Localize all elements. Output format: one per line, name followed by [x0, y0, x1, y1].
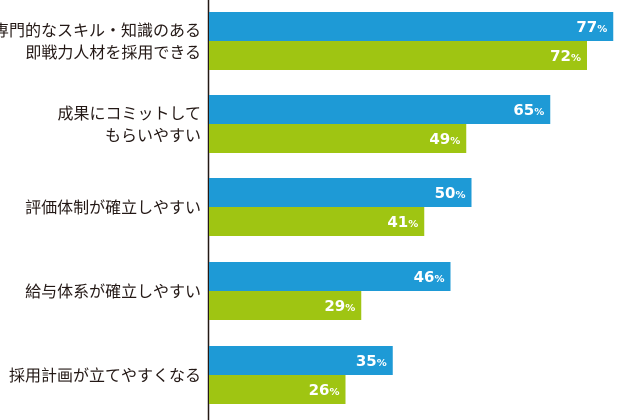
value-label: 77%: [576, 18, 607, 36]
category-label: 成果にコミットしてもらいやすい: [57, 104, 201, 145]
value-label: 46%: [414, 268, 445, 286]
value-label: 41%: [387, 213, 418, 231]
bar-2-category-1: [209, 41, 587, 70]
value-label: 35%: [356, 352, 387, 370]
bar-2-category-5: [209, 375, 346, 404]
value-label: 50%: [435, 184, 466, 202]
value-label: 29%: [324, 297, 355, 315]
value-label: 72%: [550, 47, 581, 65]
value-label: 26%: [309, 381, 340, 399]
labels-group: 77% 72% 専門的なスキル・知識のある即戦力人材を採用できる 65% 49% 成果にコ…: [0, 18, 607, 399]
bar-1-category-2: [209, 95, 551, 124]
category-label: 採用計画が立てやすくなる: [9, 366, 201, 385]
category-label: 専門的なスキル・知識のある即戦力人材を採用できる: [0, 21, 201, 62]
bars-group: [209, 12, 614, 404]
bar-1-category-5: [209, 346, 393, 375]
bar-2-category-4: [209, 291, 362, 320]
value-label: 65%: [513, 101, 544, 119]
bar-2-category-2: [209, 124, 467, 153]
bar-1-category-4: [209, 262, 451, 291]
category-label: 給与体系が確立しやすい: [25, 282, 201, 301]
bar-2-category-3: [209, 207, 425, 236]
bar-1-category-3: [209, 178, 472, 207]
value-label: 49%: [429, 130, 460, 148]
bar-1-category-1: [209, 12, 614, 41]
category-label: 評価体制が確立しやすい: [25, 198, 201, 217]
